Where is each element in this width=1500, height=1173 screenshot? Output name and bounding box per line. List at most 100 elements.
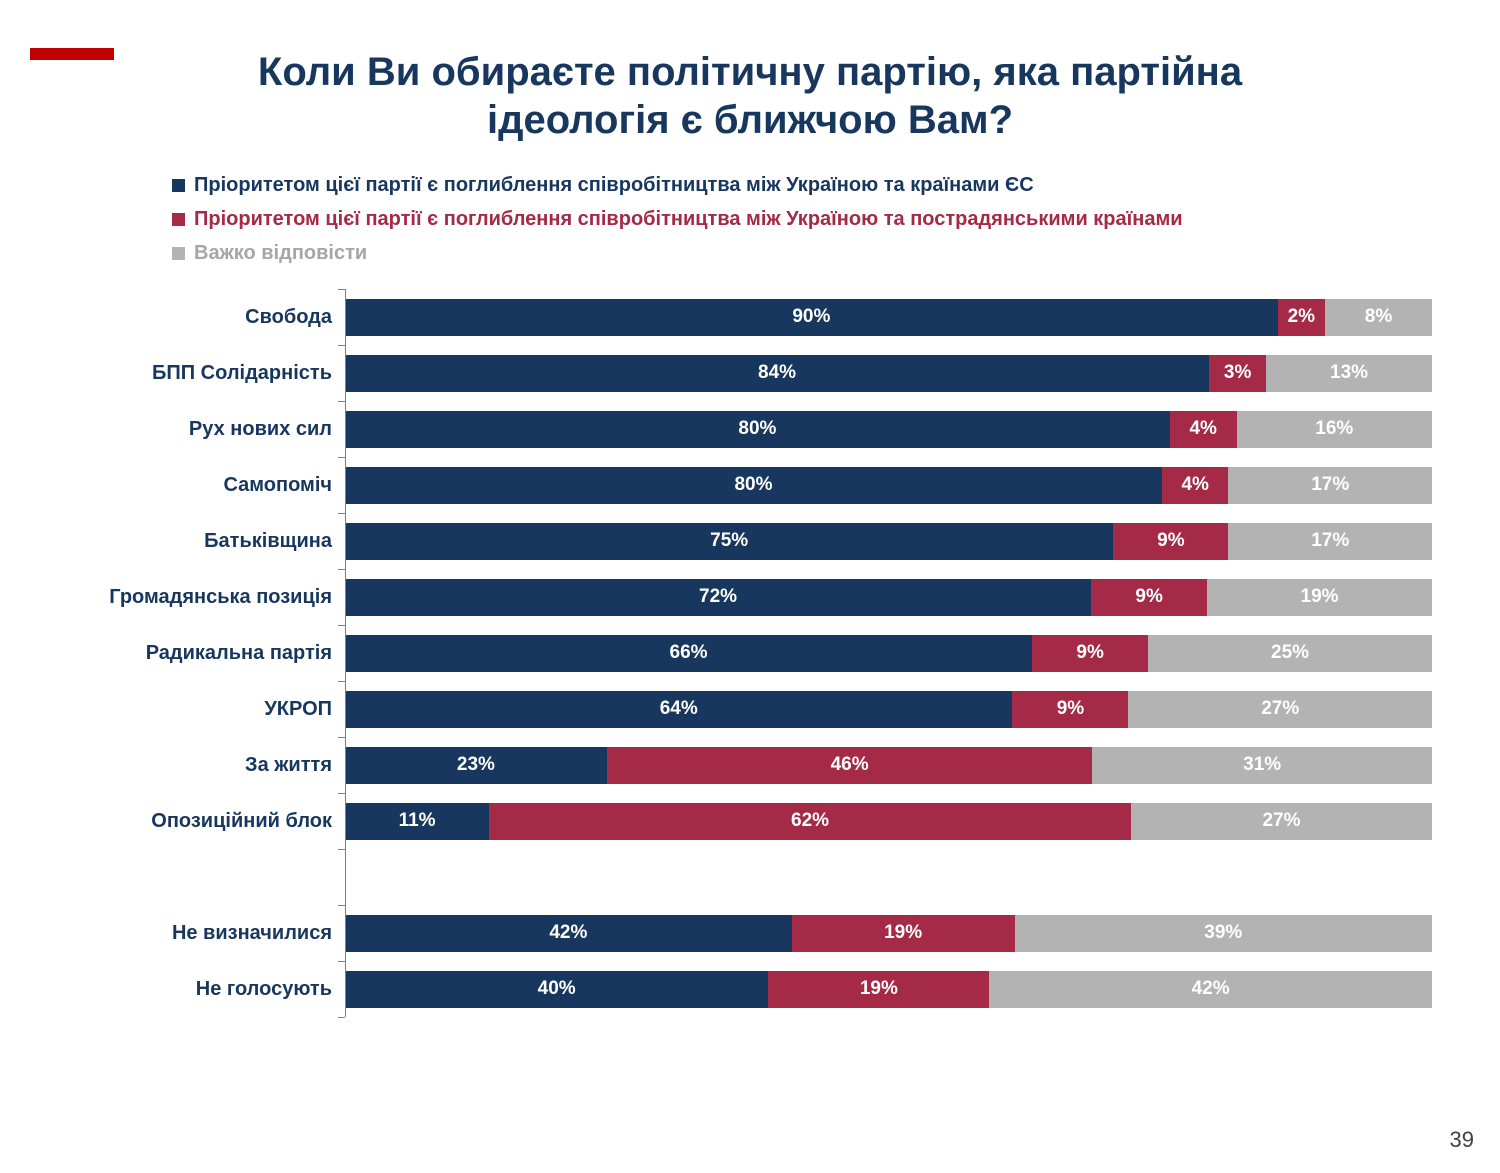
bar-value-label: 16%: [1315, 418, 1354, 439]
bar-value-label: 90%: [792, 306, 831, 327]
chart-row: Опозиційний блок 11% 62% 27%: [20, 793, 1432, 849]
bar-value-label: 2%: [1287, 306, 1316, 327]
axis-tick: [338, 457, 345, 458]
category-label: Опозиційний блок: [151, 809, 332, 832]
bar-group: 72% 9% 19%: [345, 578, 1432, 616]
bar-segment: 11%: [345, 802, 490, 840]
bar-group: 90% 2% 8%: [345, 298, 1432, 336]
bar-group: 80% 4% 17%: [345, 466, 1432, 504]
bar-segment: 17%: [1228, 522, 1432, 560]
bar-segment: 27%: [1131, 802, 1432, 840]
chart-row: Не голосують 40% 19% 42%: [20, 961, 1432, 1017]
bar-value-label: 42%: [549, 922, 588, 943]
bar-segment: 17%: [1228, 466, 1432, 504]
bar-segment: 25%: [1148, 634, 1433, 672]
axis-tick: [338, 849, 345, 850]
page-number: 39: [1449, 1127, 1474, 1152]
category-label: УКРОП: [264, 697, 332, 720]
legend-label: Пріоритетом цієї партії є поглиблення сп…: [194, 208, 1183, 230]
axis-tick: [338, 345, 345, 346]
bar-segment: 4%: [1169, 410, 1237, 448]
chart-legend: Пріоритетом цієї партії є поглиблення сп…: [172, 174, 1500, 265]
bar-segment: 19%: [791, 914, 1015, 952]
bar-segment: 19%: [1207, 578, 1432, 616]
bar-value-label: 84%: [758, 362, 797, 383]
bar-segment: 31%: [1092, 746, 1432, 784]
legend-label: Пріоритетом цієї партії є поглиблення сп…: [194, 174, 1034, 196]
bar-value-label: 8%: [1364, 306, 1393, 327]
bar-value-label: 13%: [1330, 362, 1369, 383]
bar-segment: 64%: [345, 690, 1013, 728]
bar-value-label: 25%: [1271, 642, 1310, 663]
chart-row: Не визначилися 42% 19% 39%: [20, 905, 1433, 961]
bar-value-label: 40%: [537, 978, 576, 999]
bar-segment: 40%: [345, 970, 769, 1008]
bar-value-label: 9%: [1157, 530, 1185, 551]
bar-group: 75% 9% 17%: [345, 522, 1432, 560]
bar-segment: 9%: [1113, 522, 1229, 560]
bar-value-label: 80%: [734, 474, 773, 495]
page-title: Коли Ви обираєте політичну партію, яка п…: [0, 48, 1500, 144]
stacked-bar-chart: Свобода 90% 2% 8% БПП Солідарність 84% 3% 13% Ру…: [20, 289, 1433, 1018]
bar-segment: 9%: [1012, 690, 1129, 728]
bar-segment: 9%: [1091, 578, 1208, 616]
axis-tick: [338, 513, 345, 514]
bar-segment: 80%: [345, 410, 1170, 448]
bar-group: 42% 19% 39%: [345, 914, 1433, 952]
legend-item-post-soviet: Пріоритетом цієї партії є поглиблення сп…: [172, 208, 1500, 231]
bar-segment: 90%: [345, 298, 1278, 336]
chart-row: Рух нових сил 80% 4% 16%: [20, 401, 1433, 457]
chart-row: Громадянська позиція 72% 9% 19%: [20, 569, 1432, 625]
bar-value-label: 3%: [1223, 362, 1252, 383]
bar-value-label: 72%: [699, 586, 738, 607]
category-label: Рух нових сил: [188, 417, 332, 440]
bar-value-label: 9%: [1076, 642, 1104, 663]
chart-row: Радикальна партія 66% 9% 25%: [20, 625, 1433, 681]
page-title-line-1: Коли Ви обираєте політичну партію, яка п…: [257, 50, 1243, 94]
bar-value-label: 31%: [1243, 754, 1282, 775]
bar-value-label: 75%: [710, 530, 749, 551]
chart-row: За життя 23% 46% 31%: [20, 737, 1432, 793]
chart-rows: Свобода 90% 2% 8% БПП Солідарність 84% 3% 13% Ру…: [20, 289, 1433, 1017]
bar-group: 40% 19% 42%: [345, 970, 1432, 1008]
bar-group: 80% 4% 16%: [345, 410, 1433, 448]
bar-segment: 42%: [989, 970, 1432, 1008]
bar-segment: 8%: [1325, 298, 1432, 336]
bar-value-label: 9%: [1135, 586, 1163, 607]
legend-swatch-icon: [172, 213, 185, 226]
bar-value-label: 4%: [1181, 474, 1209, 495]
bar-group: 84% 3% 13%: [345, 354, 1432, 392]
bar-group: 64% 9% 27%: [345, 690, 1432, 728]
category-label: Не визначилися: [171, 921, 332, 944]
bar-segment: 19%: [768, 970, 990, 1008]
category-label: Громадянська позиція: [109, 585, 332, 608]
bar-segment: 42%: [345, 914, 792, 952]
bar-segment: 3%: [1209, 354, 1267, 392]
bar-segment: 16%: [1236, 410, 1433, 448]
category-label: Не голосують: [195, 977, 332, 1000]
chart-row: Батьківщина 75% 9% 17%: [20, 513, 1432, 569]
legend-item-hard-to-answer: Важко відповісти: [172, 242, 1500, 265]
axis-tick: [338, 625, 345, 626]
chart-row: БПП Солідарність 84% 3% 13%: [20, 345, 1432, 401]
bar-segment: 27%: [1128, 690, 1432, 728]
bar-segment: 72%: [345, 578, 1092, 616]
bar-segment: 46%: [606, 746, 1093, 784]
bar-segment: 9%: [1032, 634, 1149, 672]
axis-tick: [338, 401, 345, 402]
chart-row: Свобода 90% 2% 8%: [20, 289, 1432, 345]
category-axis-line: [345, 289, 346, 1017]
legend-swatch-icon: [172, 247, 185, 260]
bar-value-label: 11%: [398, 810, 436, 831]
axis-tick: [338, 961, 345, 962]
category-label: Свобода: [245, 305, 332, 328]
bar-segment: 75%: [345, 522, 1114, 560]
bar-value-label: 9%: [1056, 698, 1085, 719]
bar-value-label: 27%: [1261, 698, 1300, 719]
bar-segment: 66%: [345, 634, 1033, 672]
bar-value-label: 80%: [738, 418, 777, 439]
bar-value-label: 4%: [1189, 418, 1217, 439]
bar-group: 66% 9% 25%: [345, 634, 1433, 672]
bar-value-label: 17%: [1311, 530, 1350, 551]
bar-value-label: 27%: [1262, 810, 1301, 831]
